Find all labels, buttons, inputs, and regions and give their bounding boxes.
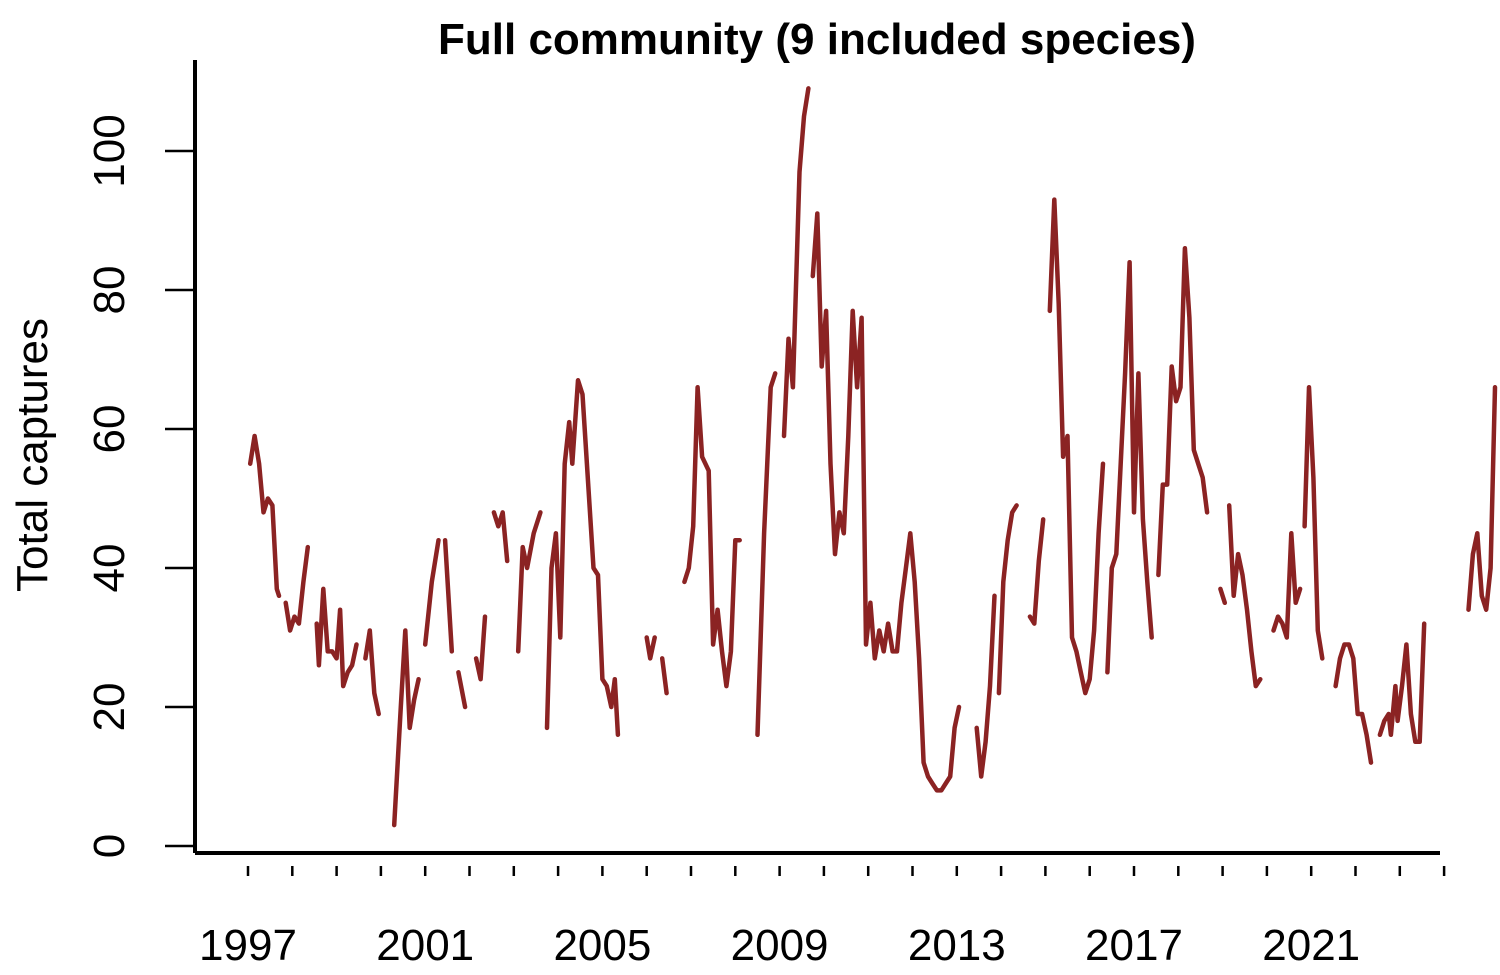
series-line-segment [515, 510, 543, 654]
x-tick-label: 2005 [553, 921, 651, 970]
series-line-segment [247, 433, 282, 599]
chart-title: Full community (9 included species) [438, 15, 1196, 64]
series-line-segment [456, 670, 468, 710]
y-tick-label: 60 [85, 405, 134, 454]
series-line-segment [1156, 246, 1210, 578]
axes: 0 20 40 60 80 100 1997 2001 2005 2009 2013 2017 2021 [85, 60, 1446, 970]
series-line-segment [391, 628, 421, 828]
series-line-segment [544, 378, 621, 738]
series-line-segment [1466, 385, 1498, 612]
y-axis-label: Total captures [8, 318, 57, 592]
series-line-segment [974, 593, 997, 779]
series-line-segment [473, 614, 488, 682]
series-line-segment [1271, 531, 1303, 640]
x-tick-label: 2001 [376, 921, 474, 970]
series-line-segment [810, 211, 962, 793]
plot-series [247, 86, 1498, 828]
series-line-segment [1105, 259, 1154, 675]
series-line-segment [283, 544, 311, 633]
series-line-segment [659, 656, 669, 696]
x-tick-label: 1997 [199, 921, 297, 970]
y-tick-label: 100 [85, 114, 134, 187]
series-line-segment [1226, 503, 1263, 689]
series-line-segment [442, 537, 455, 654]
series-line-segment [781, 86, 811, 439]
x-tick-label: 2017 [1085, 921, 1183, 970]
series-line-segment [1333, 642, 1374, 765]
series-line-segment [644, 635, 657, 661]
series-line-segment [1027, 517, 1046, 626]
series-line-segment [755, 371, 778, 738]
series-line-segment [491, 510, 510, 564]
series-line-segment [314, 586, 359, 689]
series-line-segment [1047, 197, 1106, 696]
series-line-segment [1218, 586, 1228, 606]
series-line-segment [682, 385, 742, 689]
x-tick-label: 2009 [731, 921, 829, 970]
y-tick-label: 40 [85, 544, 134, 593]
x-tick-label: 2021 [1262, 921, 1360, 970]
y-tick-label: 0 [85, 834, 134, 858]
series-line-segment [1302, 385, 1325, 661]
y-tick-label: 20 [85, 683, 134, 732]
series-line-segment [363, 628, 381, 717]
series-line-segment [422, 537, 441, 647]
y-tick-label: 80 [85, 266, 134, 315]
series-line-segment [996, 503, 1019, 696]
x-tick-label: 2013 [908, 921, 1006, 970]
series-line-segment [1377, 621, 1427, 745]
